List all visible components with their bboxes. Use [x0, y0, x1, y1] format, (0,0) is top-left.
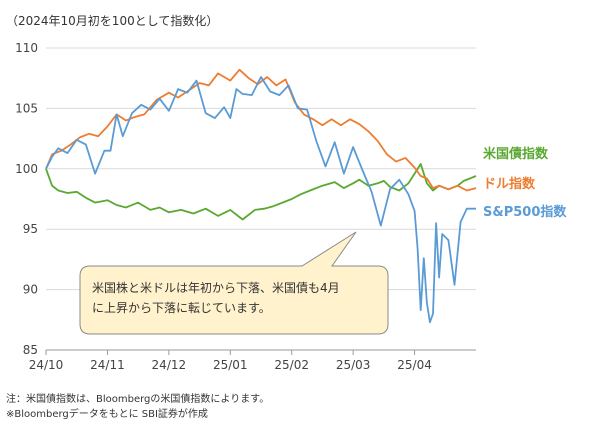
callout-box	[79, 231, 389, 335]
footnote-source: 注：米国債指数は、Bloombergの米国債指数によります。	[6, 394, 270, 405]
y-tick-label: 105	[15, 101, 38, 115]
x-tick-label: 24/10	[29, 358, 64, 372]
x-tick-label: 25/03	[336, 358, 371, 372]
series-line	[45, 163, 477, 221]
series-lines	[45, 68, 477, 324]
footnote-credit: ※Bloombergデータをもとに SBI証券が作成	[6, 409, 208, 420]
annotation-line-2: に上昇から下落に転じています。	[92, 301, 271, 315]
annotation-line-1: 米国株と米ドルは年初から下落、米国債も4月	[92, 280, 340, 295]
legend-label: 米国債指数	[483, 146, 549, 162]
x-axis: 24/10 24/11 24/12 25/01 25/02 25/03 25/04	[29, 350, 432, 372]
annotation-callout: 米国株と米ドルは年初から下落、米国債も4月 に上昇から下落に転じています。	[79, 231, 389, 335]
x-tick-label: 25/04	[397, 358, 432, 372]
x-tick-label: 24/11	[90, 358, 125, 372]
chart-title: （2024年10月初を100として指数化）	[6, 13, 218, 28]
y-tick-label: 95	[23, 222, 38, 236]
x-tick-label: 25/01	[213, 358, 248, 372]
legend-label: S&P500指数	[483, 204, 567, 220]
y-axis: 85 90 95 100 105 110	[15, 41, 38, 357]
series-line	[45, 76, 476, 324]
legend-label: ドル指数	[483, 176, 536, 192]
series-line	[45, 68, 477, 192]
x-tick-label: 24/12	[152, 358, 187, 372]
y-tick-label: 110	[15, 41, 38, 55]
y-tick-label: 100	[15, 162, 38, 176]
y-tick-label: 90	[23, 283, 38, 297]
x-tick-label: 25/02	[274, 358, 309, 372]
y-tick-label: 85	[23, 343, 38, 357]
